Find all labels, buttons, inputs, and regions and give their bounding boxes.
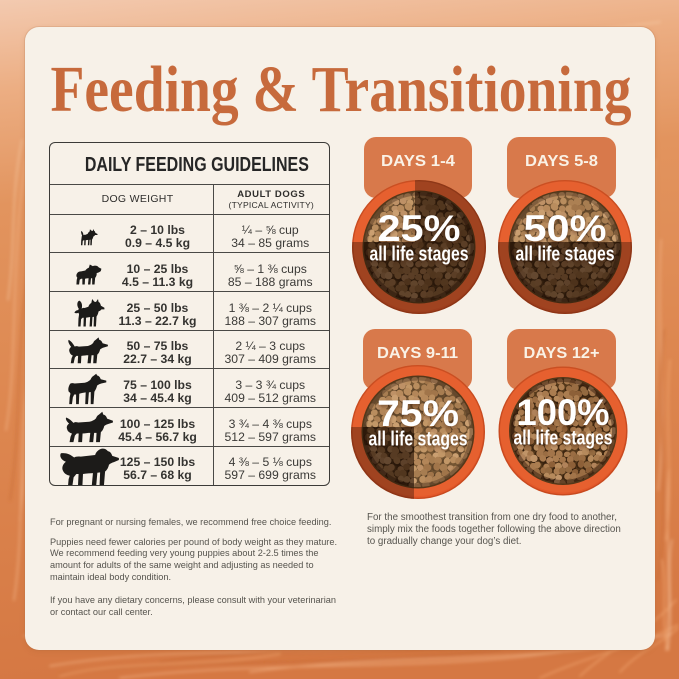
svg-text:Feeding & Transitioning: Feeding & Transitioning: [51, 53, 632, 126]
